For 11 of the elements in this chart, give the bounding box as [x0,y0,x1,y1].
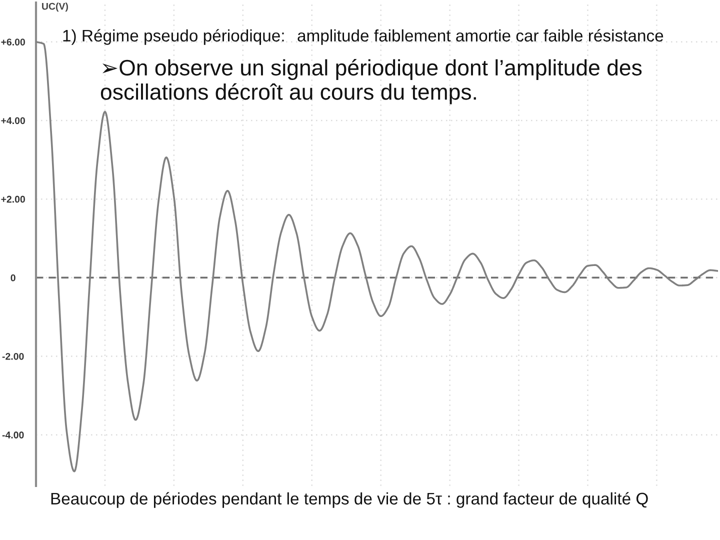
annotation: amplitude faiblement amortie car faible résistance [298,29,664,45]
text: 1) Régime pseudo périodique: [63,29,284,45]
y-axis-title: UC(V) [42,2,68,12]
y-tick-label: -2.00 [2,352,24,360]
y-tick-label: +6.00 [1,38,25,46]
y-tick-label: 0 [10,274,16,282]
y-tick-label: +4.00 [1,117,25,124]
y-tick-label: +2.00 [1,196,25,203]
text: ➢On observe un signal périodique dont l’amplitude des oscillations décroît au cours du temps. [100,59,642,104]
text: Beaucoup de périodes pendant le temps de vie de 5τ : grand facteur de qualité Q [51,492,648,508]
y-tick-label: -4.00 [2,432,24,438]
